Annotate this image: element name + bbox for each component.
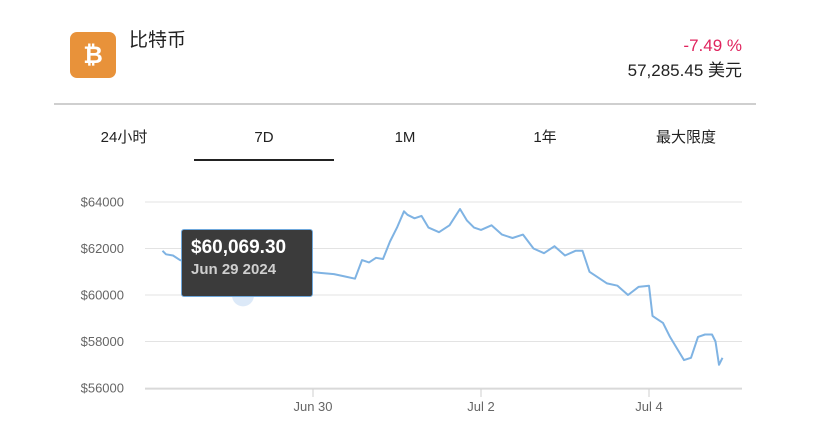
x-tick-label: Jul 4: [635, 399, 662, 414]
x-tick-label: Jun 30: [293, 399, 332, 414]
y-tick-label: $60000: [81, 288, 124, 303]
header-divider: [54, 103, 756, 105]
y-tick-label: $64000: [81, 195, 124, 210]
svg-text:₿: ₿: [83, 41, 103, 69]
y-tick-label: $62000: [81, 241, 124, 256]
coin-name: 比特币: [129, 30, 187, 51]
tab-1m[interactable]: 1M: [394, 129, 416, 146]
price-chart[interactable]: $64000 $62000 $60000 $58000 $56000 Jun 30 Jul …: [0, 180, 824, 432]
x-tick-label: Jul 2: [467, 399, 494, 414]
y-tick-label: $58000: [81, 334, 124, 349]
tab-24h[interactable]: 24小时: [100, 129, 148, 146]
bitcoin-icon: ₿: [70, 32, 116, 78]
coin-header: ₿ 比特币 -7.49 % 57,285.45 美元: [0, 0, 824, 104]
tab-1y[interactable]: 1年: [533, 129, 557, 146]
time-range-tabs: 24小时 7D 1M 1年 最大限度: [54, 118, 756, 162]
tooltip-value: $60,069.30: [191, 237, 287, 258]
chart-tooltip: $60,069.30 Jun 29 2024: [181, 229, 313, 297]
tab-7d[interactable]: 7D: [194, 118, 334, 162]
tooltip-date: Jun 29 2024: [191, 261, 277, 278]
y-tick-label: $56000: [81, 381, 124, 396]
price-change-percent: -7.49 %: [683, 36, 742, 55]
tab-max[interactable]: 最大限度: [655, 129, 716, 146]
current-price: 57,285.45 美元: [627, 61, 742, 80]
